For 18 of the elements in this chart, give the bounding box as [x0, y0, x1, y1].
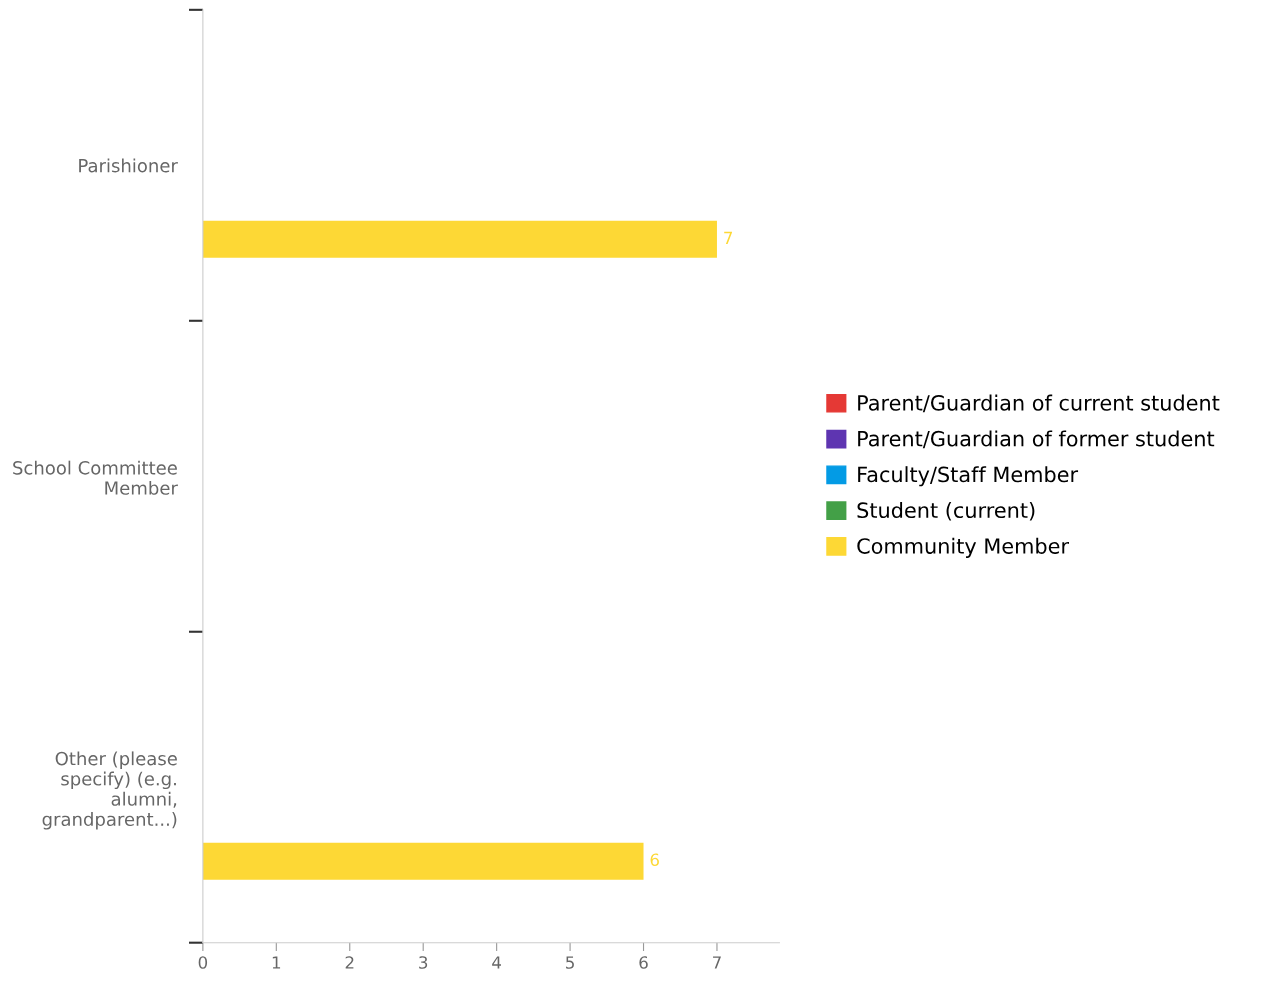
x-tick-label: 1 — [272, 956, 281, 969]
y-tick-label: Parishioner — [79, 158, 178, 173]
data-label: 6 — [650, 853, 659, 867]
y-tick-label: Other (please specify) (e.g. alumni, grandparent...) — [42, 751, 177, 830]
legend-label: Student (current) — [857, 501, 1035, 521]
x-tick-label: 5 — [566, 956, 574, 969]
legend-label: Parent/Guardian of former student — [858, 430, 1215, 449]
legend-label: Parent/Guardian of current student — [858, 394, 1220, 413]
y-tick-label: School Committee Member — [13, 460, 178, 495]
data-label: 7 — [724, 231, 733, 244]
x-tick-label: 6 — [639, 956, 648, 969]
x-tick-label: 3 — [419, 956, 428, 969]
legend-label: Faculty/Staff Member — [858, 466, 1079, 487]
x-tick-label: 2 — [345, 956, 354, 969]
x-tick-label: 0 — [198, 956, 208, 969]
legend-label: Community Member — [857, 537, 1070, 558]
x-tick-label: 7 — [713, 956, 721, 969]
x-tick-label: 4 — [492, 956, 502, 969]
